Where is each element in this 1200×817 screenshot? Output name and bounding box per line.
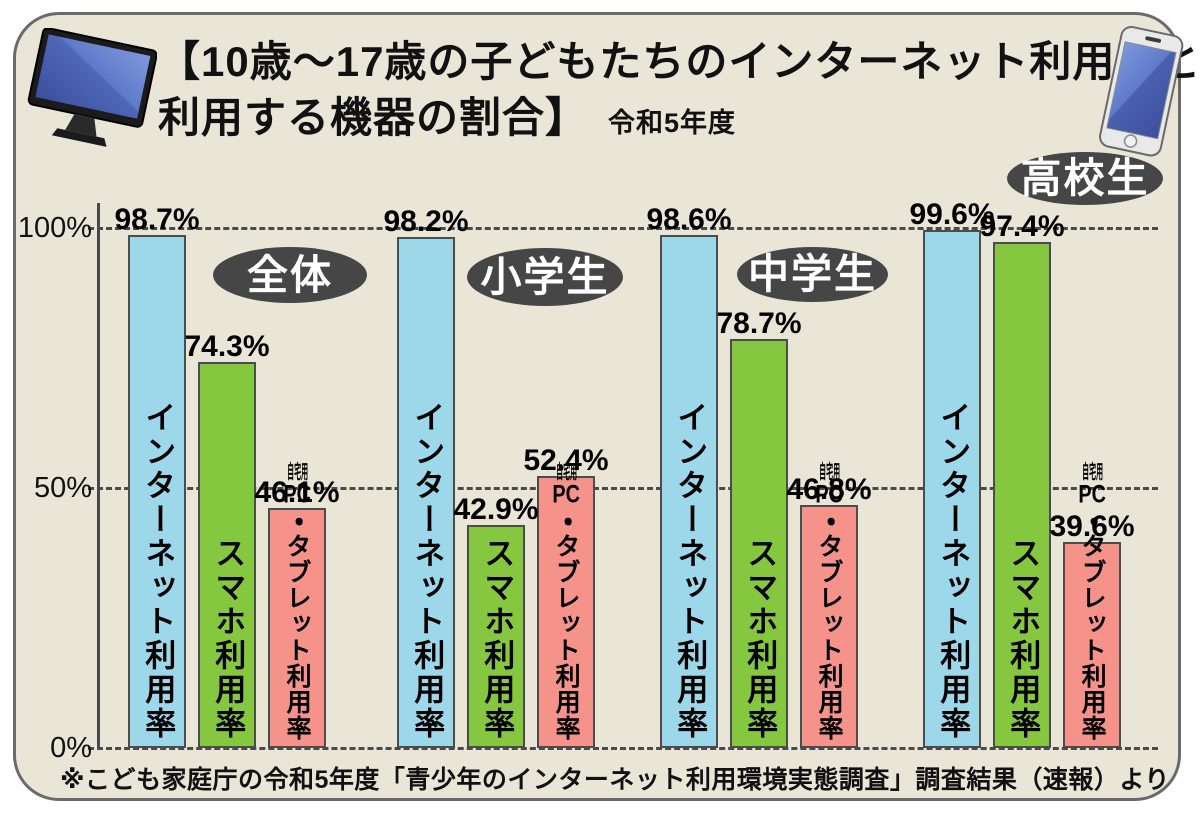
badge-junior-high: 中学生 bbox=[737, 247, 888, 302]
bar-home-pc-tablet-overall: 自宅用PC・タブレット利用率 bbox=[268, 463, 326, 748]
bar-series-label-part: ・タブレット利用率 bbox=[1078, 506, 1107, 741]
value-label-home-pc-tablet-junior-high: 46.8% bbox=[786, 472, 872, 506]
value-label-smartphone-high-school: 97.4% bbox=[979, 209, 1065, 243]
bar-smartphone-overall: スマホ利用率 bbox=[198, 361, 256, 748]
bar-series-label-part: 自宅用 bbox=[287, 462, 309, 482]
bar-series-label-smartphone: スマホ利用率 bbox=[1005, 536, 1041, 741]
value-label-home-pc-tablet-overall: 46.1% bbox=[254, 476, 340, 510]
badge-label-junior-high: 中学生 bbox=[748, 251, 877, 297]
bar-series-label-part: 自宅用 bbox=[556, 462, 578, 482]
bar-series-label-smartphone: スマホ利用率 bbox=[479, 536, 515, 741]
bar-series-label-internet: インターネット利用率 bbox=[140, 400, 176, 741]
value-label-home-pc-tablet-elementary: 52.4% bbox=[523, 443, 609, 477]
bar-series-label-smartphone: スマホ利用率 bbox=[210, 536, 246, 741]
bar-internet-overall: インターネット利用率 bbox=[128, 234, 186, 748]
y-axis-label-100pct: 100% bbox=[17, 212, 92, 244]
y-axis-label-50pct: 50% bbox=[33, 472, 92, 504]
bar-series-label-part: PC bbox=[283, 481, 311, 507]
bar-smartphone-elementary: スマホ利用率 bbox=[467, 524, 525, 748]
bar-home-pc-tablet-junior-high: 自宅用PC・タブレット利用率 bbox=[800, 463, 858, 748]
value-label-internet-high-school: 99.6% bbox=[909, 198, 995, 232]
bar-home-pc-tablet-high-school: 自宅用PC・タブレット利用率 bbox=[1063, 463, 1121, 748]
bar-series-label-part: PC bbox=[552, 481, 580, 507]
bar-internet-elementary: インターネット利用率 bbox=[397, 237, 455, 748]
chart-title: 【10歳～17歳の子どもたちのインターネット利用率と 利用する機器の割合】 令和5… bbox=[158, 34, 1200, 151]
bar-series-label-part: 自宅用 bbox=[1082, 462, 1104, 482]
bar-series-label-home-pc-tablet: 自宅用PC・タブレット利用率 bbox=[552, 462, 581, 741]
bar-smartphone-junior-high: スマホ利用率 bbox=[730, 338, 788, 748]
value-label-smartphone-junior-high: 78.7% bbox=[716, 306, 802, 340]
bar-series-label-internet: インターネット利用率 bbox=[935, 400, 971, 741]
bar-series-label-part: ・タブレット利用率 bbox=[283, 506, 312, 741]
gridline-0pct bbox=[88, 747, 1158, 750]
bar-internet-high-school: インターネット利用率 bbox=[923, 230, 981, 748]
bar-series-label-internet: インターネット利用率 bbox=[409, 400, 445, 741]
bar-series-label-part: 自宅用 bbox=[819, 462, 841, 482]
bar-series-label-part: PC bbox=[1078, 481, 1106, 507]
bar-series-label-internet: インターネット利用率 bbox=[672, 400, 708, 741]
badge-elementary: 小学生 bbox=[467, 248, 623, 306]
badge-overall: 全体 bbox=[213, 247, 367, 303]
badge-label-high-school: 高校生 bbox=[1020, 155, 1150, 201]
badge-high-school: 高校生 bbox=[1007, 152, 1163, 205]
value-label-internet-overall: 98.7% bbox=[114, 202, 200, 236]
badge-label-elementary: 小学生 bbox=[480, 253, 610, 300]
gridline-50pct bbox=[88, 487, 1158, 490]
title-fiscal-year: 令和5年度 bbox=[608, 108, 737, 138]
bar-series-label-smartphone: スマホ利用率 bbox=[742, 536, 778, 741]
bar-series-label-part: ・タブレット利用率 bbox=[815, 506, 844, 741]
value-label-smartphone-overall: 74.3% bbox=[184, 329, 270, 363]
bar-series-label-part: ・タブレット利用率 bbox=[552, 506, 581, 741]
bar-smartphone-high-school: スマホ利用率 bbox=[993, 241, 1051, 748]
bar-series-label-home-pc-tablet: 自宅用PC・タブレット利用率 bbox=[815, 462, 844, 741]
title-line-2-text: 利用する機器の割合】 bbox=[158, 94, 589, 141]
bar-series-label-home-pc-tablet: 自宅用PC・タブレット利用率 bbox=[283, 462, 312, 741]
bar-internet-junior-high: インターネット利用率 bbox=[660, 235, 718, 748]
value-label-home-pc-tablet-high-school: 39.6% bbox=[1049, 510, 1135, 544]
value-label-smartphone-elementary: 42.9% bbox=[453, 492, 539, 526]
y-axis-line bbox=[97, 203, 100, 748]
gridline-100pct bbox=[88, 227, 1158, 230]
badge-label-overall: 全体 bbox=[247, 251, 333, 298]
y-axis-label-0pct: 0% bbox=[50, 732, 92, 764]
smartphone-icon bbox=[1090, 20, 1190, 165]
desktop-monitor-icon bbox=[22, 27, 158, 153]
title-line-1: 【10歳～17歳の子どもたちのインターネット利用率と bbox=[158, 38, 1200, 85]
bar-home-pc-tablet-elementary: 自宅用PC・タブレット利用率 bbox=[537, 463, 595, 748]
value-label-internet-elementary: 98.2% bbox=[383, 205, 469, 239]
source-note: ※こども家庭庁の令和5年度「青少年のインターネット利用環境実態調査」調査結果（速… bbox=[60, 766, 1170, 794]
title-line-2: 利用する機器の割合】 令和5年度 bbox=[158, 90, 1200, 151]
bar-series-label-home-pc-tablet: 自宅用PC・タブレット利用率 bbox=[1078, 462, 1107, 741]
value-label-internet-junior-high: 98.6% bbox=[646, 203, 732, 237]
bar-series-label-part: PC bbox=[815, 481, 843, 507]
